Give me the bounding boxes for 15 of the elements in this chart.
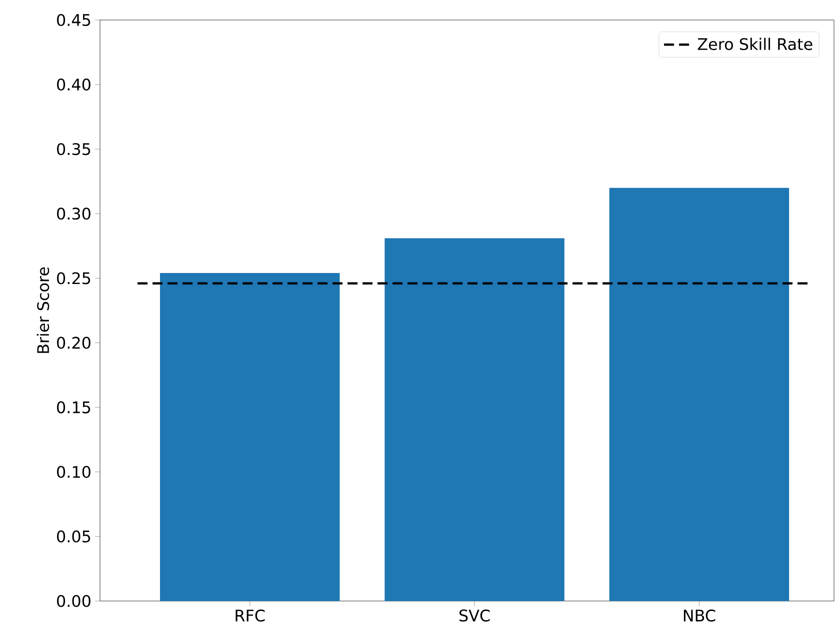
y-tick-label: 0.15 — [57, 401, 90, 414]
y-tick-label: 0.10 — [57, 466, 90, 478]
y-tick-label: 0.35 — [57, 143, 90, 156]
x-tick-label: NBC — [684, 610, 716, 622]
y-tick-label: 0.45 — [57, 14, 90, 26]
y-tick-label: 0.40 — [57, 78, 90, 91]
legend-label: Zero Skill Rate — [698, 38, 812, 50]
y-tick-label: 0.25 — [57, 272, 90, 284]
y-tick-label: 0.00 — [57, 594, 90, 608]
y-axis-title: Brier Score — [36, 267, 50, 353]
y-tick-label: 0.05 — [57, 530, 90, 542]
y-tick-label: 0.30 — [57, 208, 90, 220]
x-tick-label: RFC — [236, 610, 265, 622]
y-tick-label: 0.20 — [57, 336, 90, 349]
x-tick-label: SVC — [460, 610, 490, 622]
